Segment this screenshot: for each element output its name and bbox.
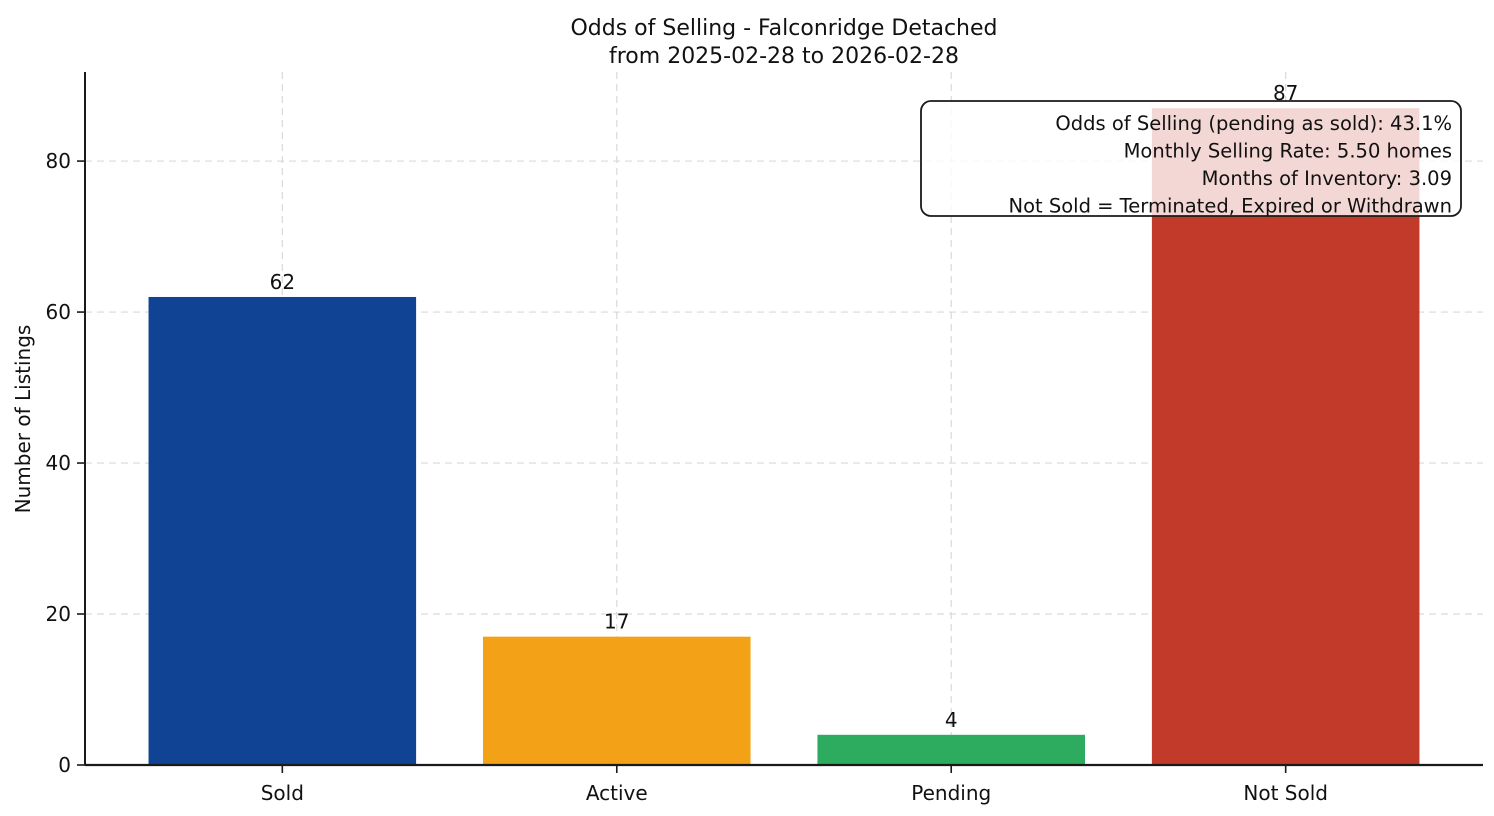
annotation-line: Months of Inventory: 3.09: [1202, 167, 1452, 190]
chart-title: Odds of Selling - Falconridge Detached: [570, 16, 997, 41]
bar-value-active: 17: [604, 610, 629, 634]
bar-not-sold: [1151, 108, 1420, 765]
bar-pending: [817, 734, 1086, 765]
bar-active: [482, 636, 751, 765]
bars: [148, 108, 1420, 765]
bar-value-sold: 62: [270, 270, 295, 294]
y-tick-label: 20: [46, 602, 71, 626]
annotation-box: Odds of Selling (pending as sold): 43.1%…: [920, 100, 1462, 218]
chart-subtitle: from 2025-02-28 to 2026-02-28: [609, 44, 959, 69]
y-axis-label: Number of Listings: [11, 325, 35, 514]
x-tick-label-not-sold: Not Sold: [1243, 781, 1328, 805]
y-tick-label: 80: [46, 149, 71, 173]
axes: 0 20 40 60 80 Sold Active Pending Not Sold: [46, 72, 1483, 805]
annotation-box-frame: [920, 100, 1462, 217]
bar-sold: [148, 296, 417, 765]
x-tick-label-sold: Sold: [261, 781, 304, 805]
y-tick-label: 40: [46, 451, 71, 475]
annotation-line: Not Sold = Terminated, Expired or Withdr…: [1008, 195, 1452, 218]
annotation-line: Monthly Selling Rate: 5.50 homes: [1124, 140, 1452, 163]
x-tick-label-active: Active: [586, 781, 648, 805]
x-tick-label-pending: Pending: [911, 781, 991, 805]
y-tick-label: 0: [58, 753, 71, 777]
y-tick-label: 60: [46, 300, 71, 324]
annotation-line: Odds of Selling (pending as sold): 43.1%: [1055, 112, 1452, 135]
bar-value-pending: 4: [945, 708, 958, 732]
